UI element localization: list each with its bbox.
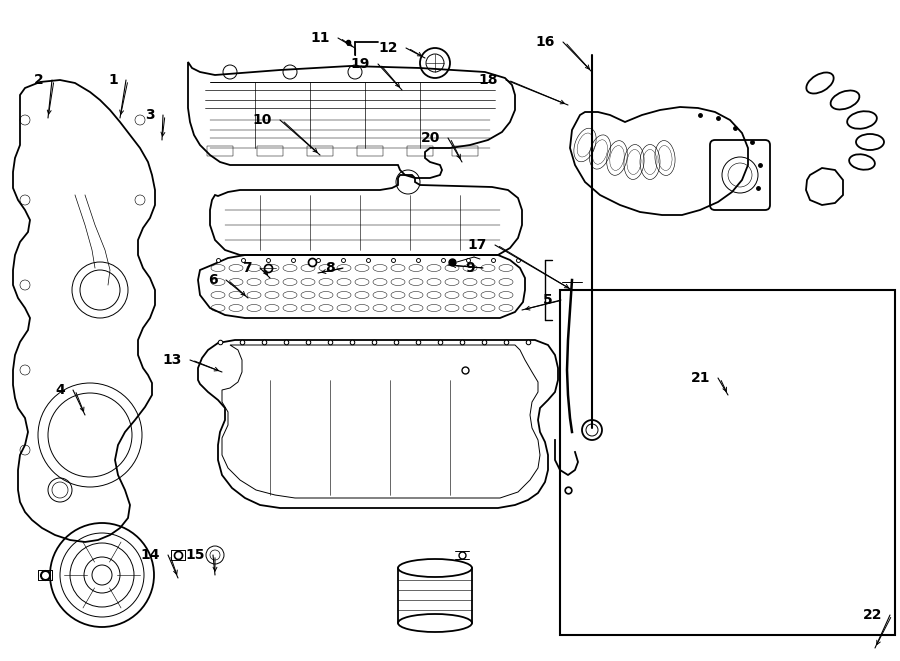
Text: 10: 10 (253, 113, 272, 127)
Text: 22: 22 (862, 608, 882, 622)
Text: 16: 16 (536, 35, 555, 49)
Text: 5: 5 (544, 293, 553, 307)
Text: 3: 3 (146, 108, 155, 122)
Text: 11: 11 (310, 31, 330, 45)
Text: 6: 6 (209, 273, 218, 287)
Text: 17: 17 (468, 238, 487, 252)
Text: 1: 1 (108, 73, 118, 87)
Text: 14: 14 (140, 548, 160, 562)
Text: 21: 21 (690, 371, 710, 385)
Text: 19: 19 (351, 57, 370, 71)
Text: 9: 9 (465, 261, 475, 275)
Text: 2: 2 (34, 73, 44, 87)
Text: 8: 8 (325, 261, 335, 275)
Text: 18: 18 (479, 73, 498, 87)
Text: 12: 12 (379, 41, 398, 55)
Text: 4: 4 (55, 383, 65, 397)
Bar (560, 290, 895, 635)
Text: 13: 13 (163, 353, 182, 367)
Text: 20: 20 (420, 131, 440, 145)
Text: 15: 15 (185, 548, 205, 562)
Text: 7: 7 (242, 261, 252, 275)
